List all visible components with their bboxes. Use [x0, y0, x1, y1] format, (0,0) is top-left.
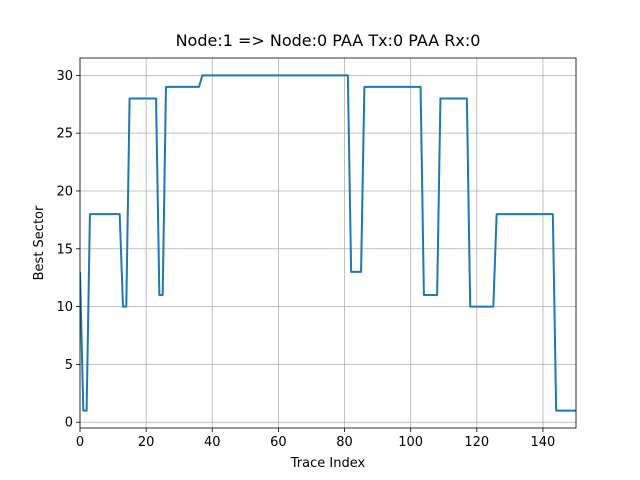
y-axis-label: Best Sector [32, 205, 47, 280]
y-tick-label: 20 [56, 184, 73, 199]
x-tick-label: 100 [398, 435, 423, 450]
y-tick-label: 10 [56, 300, 73, 315]
x-tick-label: 20 [138, 435, 155, 450]
series-layer [80, 74, 576, 412]
x-tick-label: 40 [204, 435, 221, 450]
x-tick-label: 120 [464, 435, 489, 450]
x-tick-label: 0 [76, 435, 84, 450]
ticks: 0 20 40 60 80 100 120 140 0 5 10 15 20 25 30 [56, 69, 555, 450]
y-tick-label: 30 [56, 69, 73, 84]
x-tick-label: 140 [531, 435, 556, 450]
chart-title: Node:1 => Node:0 PAA Tx:0 PAA Rx:0 [176, 31, 481, 50]
plot-frame [79, 57, 577, 429]
y-tick-label: 0 [65, 416, 73, 431]
series-line [80, 74, 576, 412]
y-tick-label: 25 [56, 127, 73, 142]
y-tick-label: 15 [56, 242, 73, 257]
y-tick-label: 5 [65, 358, 73, 373]
x-axis-label: Trace Index [290, 456, 366, 471]
x-tick-label: 80 [336, 435, 353, 450]
x-tick-label: 60 [270, 435, 287, 450]
